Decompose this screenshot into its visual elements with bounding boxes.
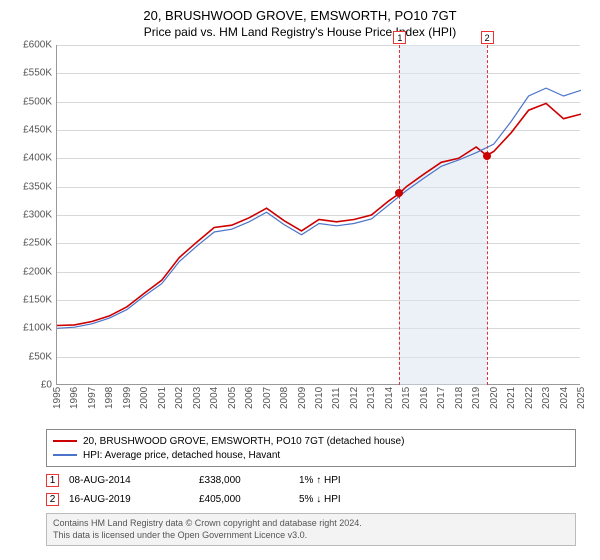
y-tick-label: £150K [23,295,52,306]
legend-box: 20, BRUSHWOOD GROVE, EMSWORTH, PO10 7GT … [46,429,576,467]
x-tick-label: 2023 [541,387,552,409]
sale-date: 16-AUG-2019 [69,494,199,505]
x-tick-label: 2014 [384,387,395,409]
x-tick-label: 2020 [489,387,500,409]
sale-delta: 5% ↓ HPI [299,494,419,505]
x-tick-label: 2019 [471,387,482,409]
x-tick-label: 2025 [576,387,587,409]
x-tick-label: 2010 [314,387,325,409]
x-tick-label: 1995 [52,387,63,409]
y-tick-label: £250K [23,238,52,249]
x-tick-label: 2002 [174,387,185,409]
x-tick-label: 1999 [122,387,133,409]
marker-dot [395,189,403,197]
series-hpi [57,88,581,328]
x-tick-label: 2011 [331,387,342,409]
marker-dot [483,152,491,160]
x-tick-label: 2007 [262,387,273,409]
sale-price: £338,000 [199,475,299,486]
sale-marker-2: 2 [46,493,59,506]
legend-item-hpi: HPI: Average price, detached house, Hava… [53,448,569,462]
x-tick-label: 1998 [104,387,115,409]
sales-row: 1 08-AUG-2014 £338,000 1% ↑ HPI [46,471,576,490]
marker-box: 1 [393,31,406,44]
legend-item-property: 20, BRUSHWOOD GROVE, EMSWORTH, PO10 7GT … [53,434,569,448]
marker-vline [399,45,400,385]
x-tick-label: 2024 [559,387,570,409]
x-tick-label: 2013 [366,387,377,409]
x-tick-label: 2004 [209,387,220,409]
chart-area: £0 £50K £100K £150K £200K £250K £300K £350K £400… [10,45,590,425]
x-tick-label: 2012 [349,387,360,409]
chart-subtitle: Price paid vs. HM Land Registry's House … [0,23,600,45]
x-tick-label: 2017 [436,387,447,409]
y-tick-label: £50K [29,351,52,362]
x-axis: 1995199619971998199920002001200220032004… [56,387,580,425]
y-tick-label: £500K [23,96,52,107]
attribution-line: This data is licensed under the Open Gov… [53,530,569,542]
x-tick-label: 1996 [69,387,80,409]
legend-label: HPI: Average price, detached house, Hava… [83,450,280,461]
attribution-line: Contains HM Land Registry data © Crown c… [53,518,569,530]
sale-date: 08-AUG-2014 [69,475,199,486]
chart-container: 20, BRUSHWOOD GROVE, EMSWORTH, PO10 7GT … [0,0,600,560]
y-tick-label: £300K [23,210,52,221]
sale-price: £405,000 [199,494,299,505]
x-tick-label: 2005 [227,387,238,409]
x-tick-label: 2009 [297,387,308,409]
x-tick-label: 2006 [244,387,255,409]
sales-table: 1 08-AUG-2014 £338,000 1% ↑ HPI 2 16-AUG… [46,471,576,509]
y-axis: £0£50K£100K£150K£200K£250K£300K£350K£400… [10,45,56,385]
y-tick-label: £0 [41,380,52,391]
y-tick-label: £550K [23,68,52,79]
legend-label: 20, BRUSHWOOD GROVE, EMSWORTH, PO10 7GT … [83,436,404,447]
line-svg [57,45,581,385]
chart-title: 20, BRUSHWOOD GROVE, EMSWORTH, PO10 7GT [0,0,600,23]
x-tick-label: 1997 [87,387,98,409]
series-property [57,103,581,325]
sales-row: 2 16-AUG-2019 £405,000 5% ↓ HPI [46,490,576,509]
x-tick-label: 2022 [524,387,535,409]
y-tick-label: £600K [23,40,52,51]
y-tick-label: £350K [23,181,52,192]
x-tick-label: 2018 [454,387,465,409]
plot-area: 12 [56,45,580,385]
sale-delta: 1% ↑ HPI [299,475,419,486]
attribution-box: Contains HM Land Registry data © Crown c… [46,513,576,546]
x-tick-label: 2000 [139,387,150,409]
legend-swatch [53,454,77,456]
x-tick-label: 2021 [506,387,517,409]
y-tick-label: £450K [23,125,52,136]
y-tick-label: £100K [23,323,52,334]
x-tick-label: 2008 [279,387,290,409]
x-tick-label: 2001 [157,387,168,409]
legend-swatch [53,440,77,442]
y-tick-label: £400K [23,153,52,164]
marker-vline [487,45,488,385]
x-tick-label: 2003 [192,387,203,409]
marker-box: 2 [481,31,494,44]
y-tick-label: £200K [23,266,52,277]
x-tick-label: 2015 [401,387,412,409]
x-tick-label: 2016 [419,387,430,409]
sale-marker-1: 1 [46,474,59,487]
